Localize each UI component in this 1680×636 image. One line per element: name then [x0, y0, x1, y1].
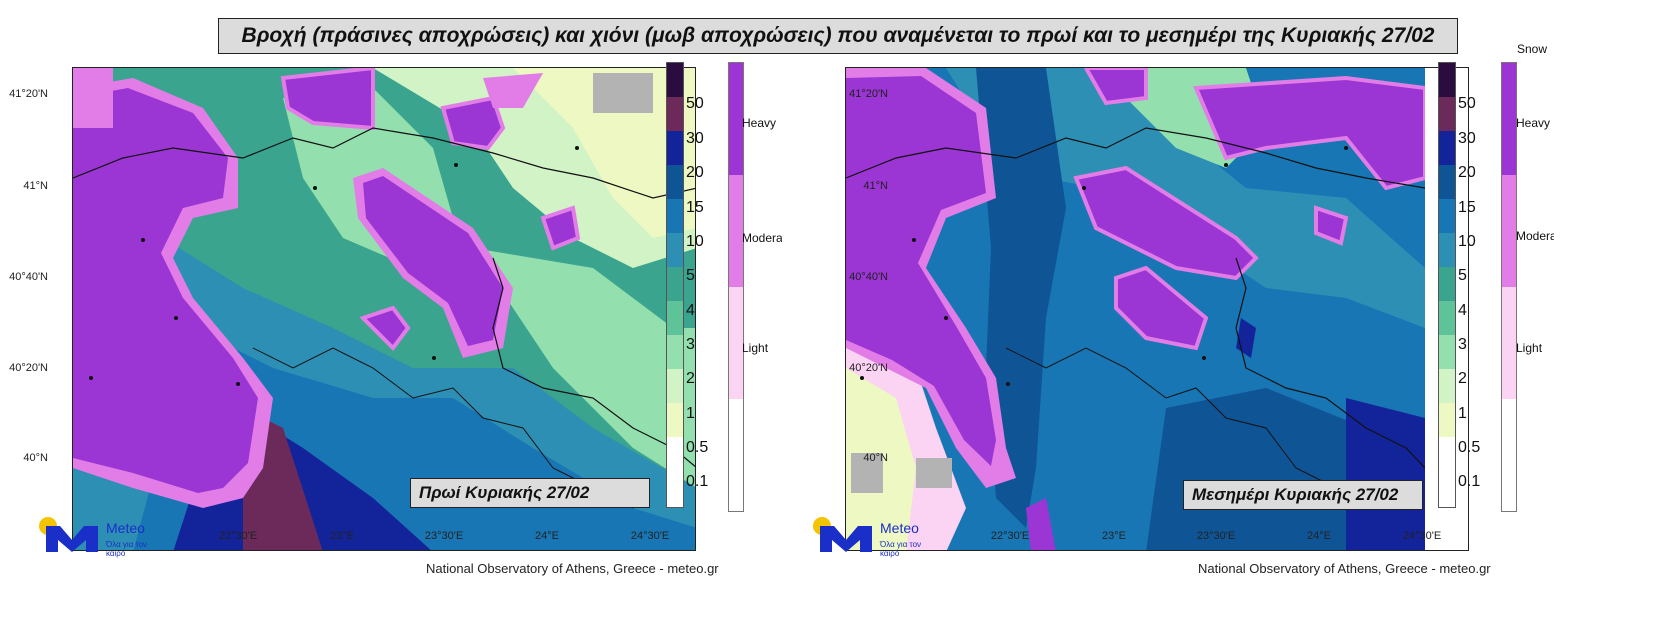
rain-scale-label: 20 — [1458, 164, 1476, 181]
lon-label: 23°E — [330, 530, 354, 542]
rain-scale-label: 15 — [686, 199, 704, 216]
precipitation-map-noon — [846, 68, 1425, 550]
lat-label: 40°40'N — [9, 271, 48, 283]
meteo-m-icon — [813, 517, 872, 552]
panel-morning: 41°20'N 41°N 40°40'N 40°20'N 40°N 22°30'… — [9, 62, 782, 576]
panel-caption: Πρωί Κυριακής 27/02 — [410, 478, 650, 508]
rain-scale-label: 4 — [1458, 302, 1467, 319]
lat-label: 41°N — [863, 180, 888, 192]
rain-scale-label: 0.1 — [686, 473, 709, 490]
rain-scale-label: 0.1 — [1458, 473, 1481, 490]
lat-label: 40°N — [23, 452, 48, 464]
rain-scale-label: 2 — [1458, 370, 1467, 387]
rain-scale-label: 4 — [686, 302, 695, 319]
logo-brand: Meteo — [880, 520, 919, 536]
snow-level-label: Light — [1516, 341, 1543, 355]
snow-level-label: Moderate — [742, 231, 782, 245]
rain-scale-label: 10 — [686, 233, 704, 250]
panel-caption: Μεσημέρι Κυριακής 27/02 — [1183, 480, 1423, 510]
lon-label: 24°30'E — [630, 530, 670, 542]
rain-scale-label: 5 — [686, 267, 695, 284]
rain-scale-label: 0.5 — [1458, 439, 1481, 456]
rain-scale-label: 3 — [686, 336, 695, 353]
rain-scale-label: 15 — [1458, 199, 1476, 216]
snow-level-label: Light — [742, 341, 769, 355]
snow-level-label: Heavy — [742, 116, 777, 130]
panel-noon: 41°20'N 41°N 40°40'N 40°20'N 40°N 22°30'… — [813, 0, 1680, 636]
lon-label: 24°30'E — [1402, 530, 1442, 542]
lat-label: 40°20'N — [849, 362, 888, 374]
lat-label: 41°20'N — [849, 88, 888, 100]
meteo-logo: Meteo Όλα για τον καιρό — [36, 514, 156, 562]
rain-scale-label: 1 — [1458, 405, 1467, 422]
lon-label: 24°E — [535, 530, 559, 542]
rain-scale-label: 20 — [686, 164, 704, 181]
rain-scale-label: 3 — [1458, 336, 1467, 353]
lat-label: 40°20'N — [9, 362, 48, 374]
lon-label: 23°30'E — [1196, 530, 1236, 542]
lat-label: 40°40'N — [849, 271, 888, 283]
rain-scale-label: 50 — [1458, 95, 1476, 112]
rain-scale-label: 5 — [1458, 267, 1467, 284]
lon-label: 24°E — [1307, 530, 1331, 542]
rain-scale-label: 1 — [686, 405, 695, 422]
logo-brand: Meteo — [106, 520, 145, 536]
lat-label: 41°20'N — [9, 88, 48, 100]
rain-scale-label: 30 — [1458, 130, 1476, 147]
precipitation-map-morning — [73, 68, 695, 550]
rain-scale-label: 0.5 — [686, 439, 709, 456]
rain-scale-label: 50 — [686, 95, 704, 112]
logo-tagline: Όλα για τον καιρό — [880, 540, 922, 558]
rain-scale-label: 10 — [1458, 233, 1476, 250]
rain-scale-label: 2 — [686, 370, 695, 387]
figure-title: Βροχή (πράσινες αποχρώσεις) και χιόνι (μ… — [218, 18, 1458, 54]
snow-scale-title: Snow — [1517, 42, 1548, 56]
meteo-logo: Meteo Όλα για τον καιρό — [810, 514, 930, 562]
credit-text: National Observatory of Athens, Greece -… — [426, 561, 719, 576]
snow-level-label: Heavy — [1516, 116, 1551, 130]
lon-label: 22°30'E — [990, 530, 1030, 542]
snow-colorbar — [728, 62, 744, 512]
lon-label: 23°E — [1102, 530, 1126, 542]
credit-text: National Observatory of Athens, Greece -… — [1198, 561, 1491, 576]
lon-label: 23°30'E — [424, 530, 464, 542]
snow-colorbar — [1501, 62, 1517, 512]
meteo-m-icon — [39, 517, 98, 552]
lat-label: 41°N — [23, 180, 48, 192]
rain-colorbar — [666, 62, 684, 508]
rain-colorbar — [1438, 62, 1456, 508]
map-noon — [845, 67, 1469, 551]
logo-tagline: Όλα για τον καιρό — [106, 540, 148, 558]
rain-scale-label: 30 — [686, 130, 704, 147]
lat-label: 40°N — [863, 452, 888, 464]
snow-level-label: Moderate — [1516, 229, 1554, 243]
lon-label: 22°30'E — [218, 530, 258, 542]
map-morning — [72, 67, 696, 551]
